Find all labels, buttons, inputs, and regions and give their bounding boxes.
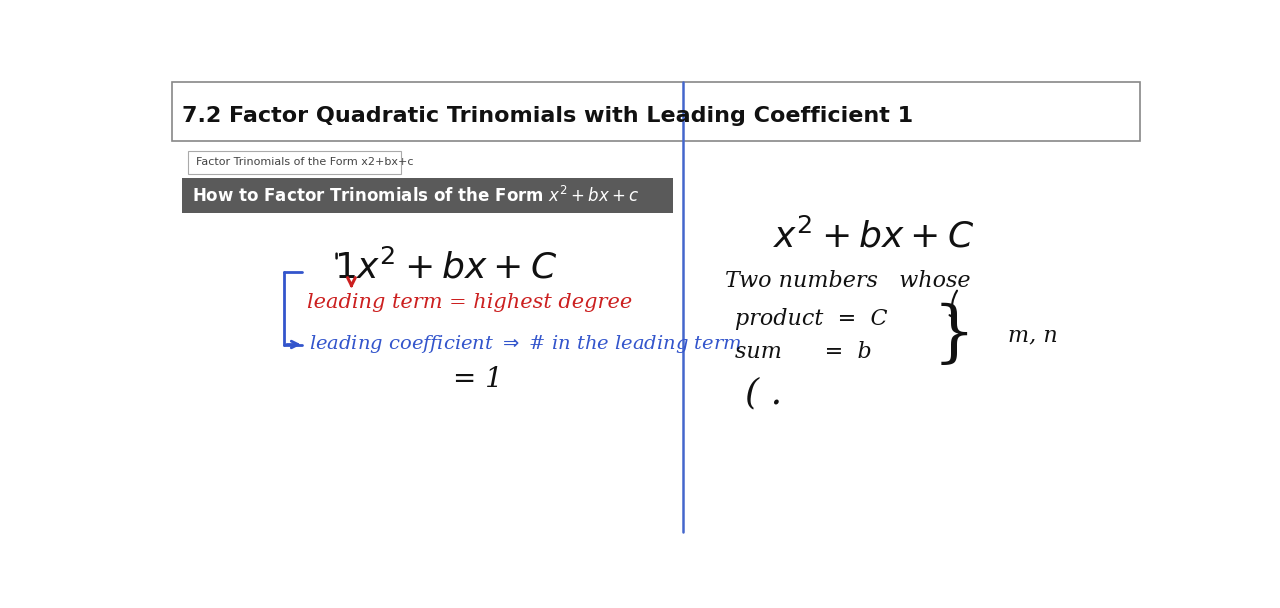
Text: = 1: = 1 [453,366,502,393]
Text: product  =  C: product = C [735,308,888,330]
Text: leading term = highest degree: leading term = highest degree [307,293,632,312]
Text: leading coefficient $\Rightarrow$ # in the leading term: leading coefficient $\Rightarrow$ # in t… [308,334,741,356]
Text: Two numbers   whose: Two numbers whose [726,271,972,292]
Text: $x^2 + bx + C$: $x^2 + bx + C$ [773,219,974,255]
Text: ( .: ( . [745,376,782,410]
FancyBboxPatch shape [172,82,1140,141]
FancyBboxPatch shape [182,178,673,213]
Text: sum      =  b: sum = b [735,340,872,362]
Text: }: } [932,303,975,368]
Text: $1x^2 + bx + C$: $1x^2 + bx + C$ [334,249,557,285]
FancyBboxPatch shape [188,151,401,174]
Text: Factor Trinomials of the Form x2+bx+c: Factor Trinomials of the Form x2+bx+c [196,157,413,167]
Text: How to Factor Trinomials of the Form $x^2 + bx + c$: How to Factor Trinomials of the Form $x^… [192,186,639,206]
Text: m, n: m, n [1009,324,1057,346]
Text: 7.2 Factor Quadratic Trinomials with Leading Coefficient 1: 7.2 Factor Quadratic Trinomials with Lea… [182,106,913,126]
